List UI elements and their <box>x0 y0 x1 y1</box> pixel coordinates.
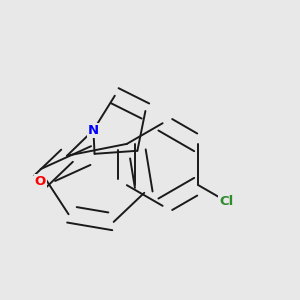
Text: Cl: Cl <box>219 195 233 208</box>
Text: N: N <box>88 124 99 136</box>
Text: O: O <box>34 175 46 188</box>
